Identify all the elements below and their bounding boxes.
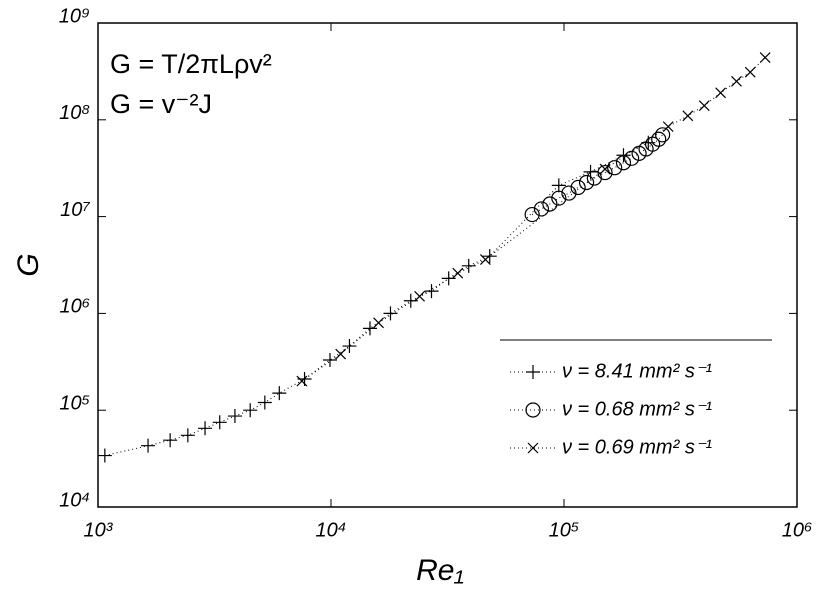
series-line (301, 57, 766, 382)
marker (373, 317, 384, 329)
marker (607, 160, 623, 176)
marker (452, 267, 464, 279)
y-tick-label: 10⁴ (59, 489, 90, 511)
marker (227, 409, 242, 424)
marker (731, 75, 742, 87)
marker (243, 403, 258, 418)
x-tick-label: 10⁵ (549, 519, 580, 541)
x-tick-label: 10⁶ (782, 519, 813, 541)
marker (759, 52, 771, 63)
marker (615, 155, 632, 171)
marker (542, 196, 558, 212)
legend-marker (526, 365, 540, 379)
x-tick-label: 10⁴ (316, 519, 347, 541)
marker (257, 395, 272, 410)
marker (335, 348, 347, 360)
marker (342, 339, 357, 354)
marker (623, 150, 640, 166)
marker (479, 254, 491, 265)
marker (561, 185, 577, 201)
marker (524, 206, 540, 223)
marker (570, 179, 586, 196)
legend-marker (525, 402, 541, 418)
marker (651, 131, 667, 147)
marker (551, 190, 567, 206)
y-axis-label: G (12, 253, 45, 276)
marker (362, 321, 377, 336)
marker (662, 121, 674, 133)
marker (97, 448, 112, 463)
plot-frame (97, 22, 798, 508)
y-tick-label: 10⁶ (59, 296, 90, 318)
marker (715, 87, 727, 99)
x-tick-label: 10³ (84, 519, 114, 541)
marker (461, 258, 476, 273)
marker (578, 174, 595, 191)
marker (163, 433, 178, 448)
marker (272, 386, 287, 401)
y-tick-label: 10⁷ (60, 199, 90, 221)
legend-label: ν = 0.68 mm² s⁻¹ (562, 398, 712, 420)
legend-marker (527, 442, 539, 454)
marker (551, 178, 566, 193)
annotation: G = v⁻²J (110, 89, 212, 119)
marker (322, 353, 337, 368)
marker (141, 438, 156, 453)
marker (682, 110, 694, 122)
y-tick-label: 10⁵ (59, 392, 90, 414)
marker (482, 249, 497, 264)
marker (414, 290, 426, 302)
marker (198, 421, 213, 436)
marker (698, 100, 710, 112)
y-tick-label: 10⁸ (59, 102, 90, 124)
marker (212, 415, 227, 430)
series-line (531, 134, 663, 215)
series-line (104, 142, 649, 457)
marker (655, 127, 671, 143)
marker (441, 271, 456, 286)
marker (599, 163, 611, 175)
marker (296, 375, 308, 387)
marker (180, 428, 195, 443)
marker (744, 66, 756, 78)
legend-label: ν = 0.69 mm² s⁻¹ (562, 436, 712, 458)
x-axis-label: Re₁ (416, 554, 464, 587)
marker (597, 164, 613, 181)
marker (424, 284, 439, 299)
marker (383, 306, 398, 321)
y-tick-label: 10⁹ (59, 5, 90, 27)
legend-label: ν = 8.41 mm² s⁻¹ (562, 360, 712, 382)
marker (533, 201, 550, 217)
annotation: G = T/2πLρv² (110, 49, 272, 79)
